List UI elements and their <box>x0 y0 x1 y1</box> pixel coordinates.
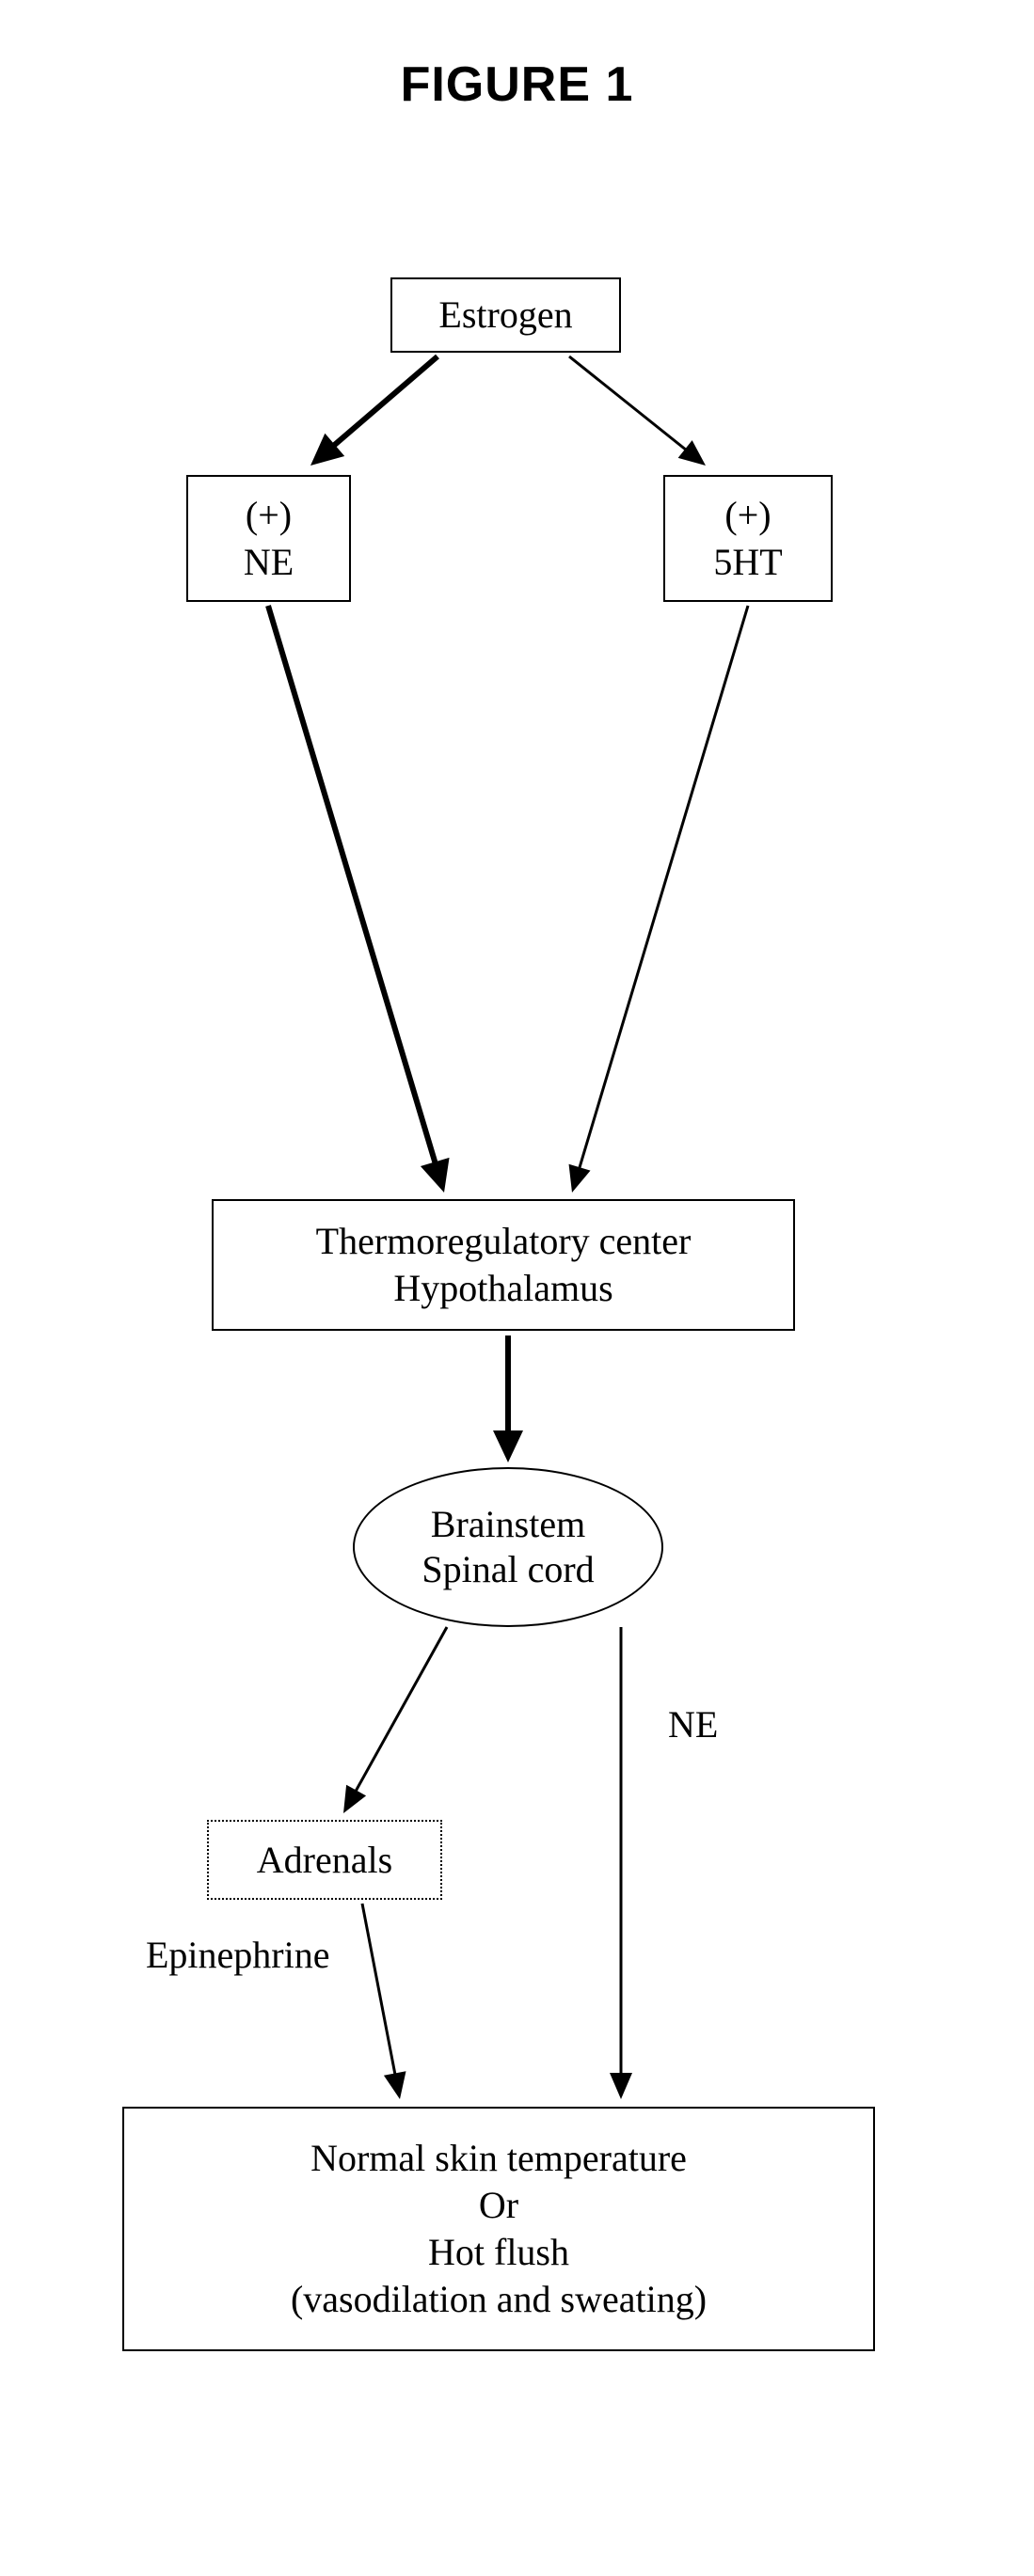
node-brainstem-spinal-cord: Brainstem Spinal cord <box>353 1467 663 1627</box>
node-estrogen-label: Estrogen <box>438 292 572 339</box>
node-5ht-line2: 5HT <box>713 539 782 586</box>
arrow-line-brain-to-adrenals <box>351 1627 447 1799</box>
node-ne-line1: (+) <box>246 492 292 539</box>
node-thermo-line2: Hypothalamus <box>393 1265 612 1312</box>
node-outcome-line4: (vasodilation and sweating) <box>291 2276 707 2323</box>
node-adrenals-label: Adrenals <box>257 1837 392 1884</box>
node-thermo-line1: Thermoregulatory center <box>316 1218 692 1265</box>
node-brainstem-line2: Spinal cord <box>422 1547 594 1592</box>
arrow-head-brain-to-outcome <box>610 2073 632 2099</box>
arrow-line-adrenals-to-out <box>362 1904 397 2084</box>
node-adrenals: Adrenals <box>207 1820 442 1900</box>
node-thermoregulatory-center: Thermoregulatory center Hypothalamus <box>212 1199 795 1331</box>
node-outcome-line2: Or <box>479 2182 518 2229</box>
arrow-line-estrogen-to-5ht <box>569 356 693 456</box>
arrow-head-thermo-to-brain <box>493 1430 523 1462</box>
arrow-line-5ht-to-thermo <box>577 606 748 1177</box>
arrow-head-brain-to-adrenals <box>343 1785 366 1813</box>
node-estrogen: Estrogen <box>390 277 621 353</box>
node-ne: (+) NE <box>186 475 351 602</box>
node-outcome-line3: Hot flush <box>428 2229 569 2276</box>
arrow-head-adrenals-to-out <box>384 2071 406 2099</box>
node-5ht: (+) 5HT <box>663 475 833 602</box>
node-ne-line2: NE <box>244 539 294 586</box>
arrow-line-estrogen-to-ne <box>325 356 437 453</box>
arrow-head-5ht-to-thermo <box>569 1164 591 1193</box>
arrow-head-estrogen-to-5ht <box>678 440 706 466</box>
node-outcome: Normal skin temperature Or Hot flush (va… <box>122 2107 875 2351</box>
arrow-line-ne-to-thermo <box>268 606 438 1174</box>
figure-title: FIGURE 1 <box>0 56 1034 113</box>
arrow-head-estrogen-to-ne <box>310 434 344 466</box>
node-outcome-line1: Normal skin temperature <box>310 2135 687 2182</box>
label-epinephrine: Epinephrine <box>146 1933 330 1978</box>
arrow-head-ne-to-thermo <box>421 1158 450 1193</box>
label-ne: NE <box>668 1702 718 1747</box>
node-brainstem-line1: Brainstem <box>431 1502 585 1547</box>
node-5ht-line1: (+) <box>724 492 771 539</box>
